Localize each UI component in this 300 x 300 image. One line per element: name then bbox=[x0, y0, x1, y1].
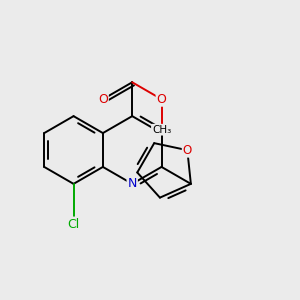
Text: N: N bbox=[128, 177, 137, 190]
Text: Cl: Cl bbox=[68, 218, 80, 231]
Text: CH₃: CH₃ bbox=[152, 125, 171, 135]
Text: O: O bbox=[98, 93, 108, 106]
Text: O: O bbox=[157, 93, 166, 106]
Text: O: O bbox=[183, 144, 192, 157]
